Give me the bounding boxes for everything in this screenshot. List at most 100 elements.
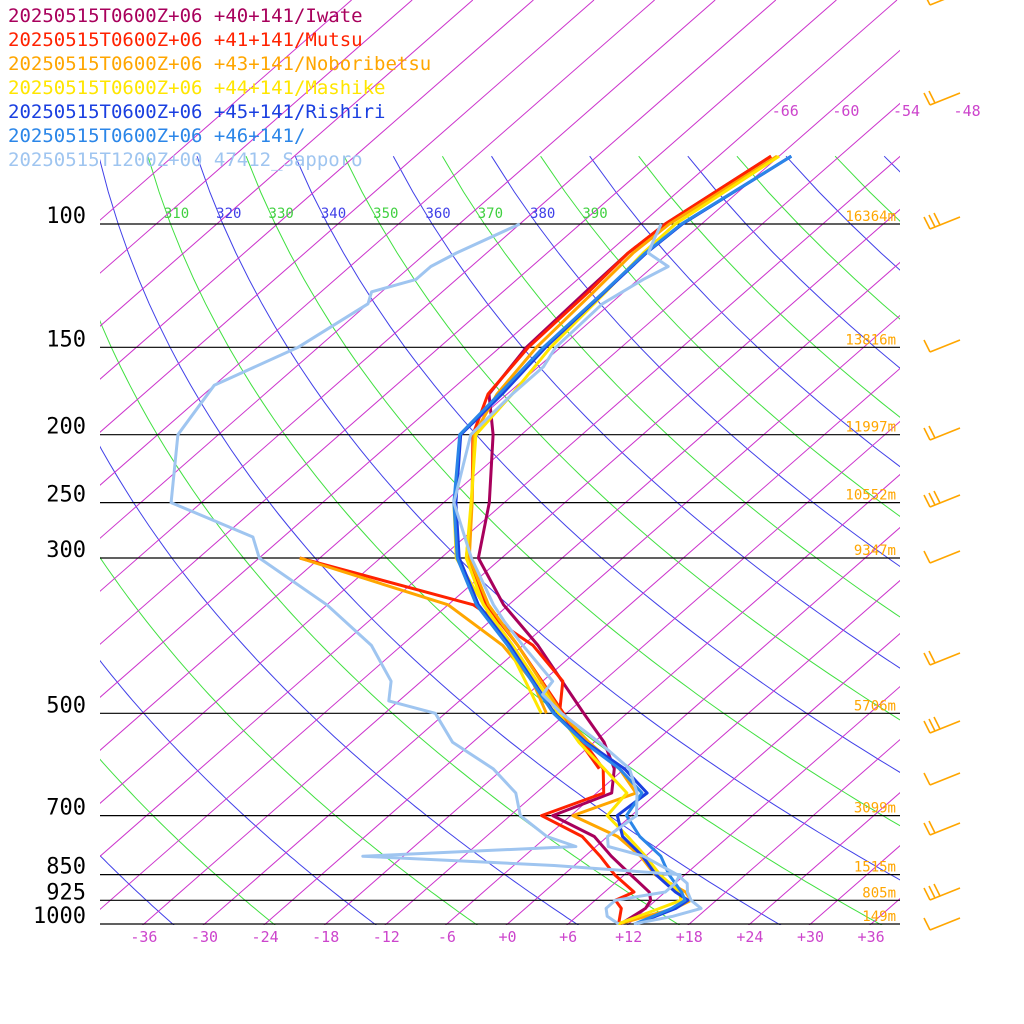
legend-entry: 20250515T0600Z+06 +41+141/Mutsu <box>8 29 363 51</box>
dry-adiabat-410 <box>638 155 900 418</box>
series-5-temperature-line <box>452 154 793 925</box>
series-1-temperature-line <box>464 154 772 925</box>
theta-label: 320 <box>216 206 241 222</box>
dry-adiabat-250 <box>100 758 276 925</box>
isotherm-line <box>869 898 900 925</box>
dry-adiabat-380 <box>491 155 900 568</box>
temp-tick-label: +12 <box>615 928 642 946</box>
dry-adiabat-320 <box>196 156 900 881</box>
temp-tick-label: -30 <box>191 928 218 946</box>
isotherm-line <box>100 0 474 327</box>
series-2-temperature-line <box>467 154 778 925</box>
dry-adiabat-340 <box>294 155 900 773</box>
isotherm-line <box>444 526 900 925</box>
wind-barb-icon <box>923 212 961 230</box>
theta-label: 330 <box>269 206 294 222</box>
series-6-temperature-line <box>452 223 703 925</box>
theta-label: 310 <box>164 206 189 222</box>
dry-adiabat-300 <box>100 158 782 925</box>
isotherm-line <box>100 0 777 592</box>
height-label-250: 10552m <box>845 488 896 504</box>
isotherm-label: -48 <box>954 102 981 120</box>
isotherm-line <box>100 208 900 911</box>
dry-adiabat-440 <box>785 155 900 271</box>
height-label-200: 11997m <box>845 420 896 436</box>
isotherm-line <box>100 0 898 698</box>
height-label-500: 5706m <box>854 698 896 714</box>
dry-adiabat-280 <box>100 445 580 925</box>
wind-barb-icon <box>923 883 961 901</box>
isotherm-label: -60 <box>832 102 859 120</box>
dry-adiabat-330 <box>245 156 900 827</box>
isotherm-line <box>100 0 595 433</box>
pressure-label-500: 500 <box>46 693 86 718</box>
theta-label: 380 <box>530 206 555 222</box>
dry-adiabat-240 <box>100 854 175 925</box>
legend-entry: 20250515T0600Z+06 +45+141/Rishiri <box>8 101 386 123</box>
dry-adiabat-260 <box>100 659 377 925</box>
pressure-label-700: 700 <box>46 796 86 821</box>
temp-tick-label: +36 <box>858 928 885 946</box>
temp-tick-label: +24 <box>736 928 763 946</box>
series-2-dewpoint-line <box>299 556 548 714</box>
dry-adiabat-390 <box>540 155 900 517</box>
temp-tick-label: -12 <box>373 928 400 946</box>
wind-barb-icon <box>923 90 961 106</box>
isotherm-line <box>100 0 655 486</box>
temp-tick-label: -36 <box>130 928 157 946</box>
isotherm-line <box>100 0 534 380</box>
temp-tick-label: +30 <box>797 928 824 946</box>
wind-barb-icon <box>923 716 961 734</box>
legend-entry: 20250515T0600Z+06 +43+141/Noboribetsu <box>8 53 432 75</box>
wind-barb-icon <box>923 550 961 564</box>
isotherm-line <box>100 102 900 804</box>
series-3-temperature-line <box>464 154 780 925</box>
temp-tick-label: +18 <box>676 928 703 946</box>
theta-label: 360 <box>425 206 450 222</box>
isotherm-line <box>323 420 900 925</box>
legend-entry: 20250515T0600Z+06 +40+141/Iwate <box>8 5 363 27</box>
series-0-temperature-line <box>476 154 772 925</box>
legend: 20250515T0600Z+06 +40+141/Iwate 20250515T… <box>8 4 708 174</box>
isotherm-line <box>263 367 900 925</box>
isotherm-line <box>100 155 900 858</box>
temp-tick-label: +0 <box>498 928 516 946</box>
wind-barb-icon <box>923 490 961 508</box>
isotherm-line <box>566 632 900 925</box>
isotherm-label: -54 <box>893 102 920 120</box>
pressure-label-150: 150 <box>46 327 86 352</box>
isotherm-line <box>141 261 900 925</box>
theta-label: 370 <box>478 206 503 222</box>
wind-barb-icon <box>923 917 961 931</box>
theta-label: 390 <box>582 206 607 222</box>
dry-adiabat-350 <box>343 155 900 721</box>
isotherm-line <box>100 49 900 751</box>
height-label-700: 3099m <box>854 801 896 817</box>
temp-tick-label: -18 <box>312 928 339 946</box>
legend-entry: 20250515T1200Z+00 47412_Sapporo <box>8 149 363 171</box>
pressure-label-1000: 1000 <box>33 904 86 929</box>
isotherm-line <box>747 791 900 925</box>
temp-tick-label: -6 <box>438 928 456 946</box>
isotherm-line <box>687 738 900 925</box>
legend-entry: 20250515T0600Z+06 +44+141/Mashike <box>8 77 386 99</box>
isotherm-line <box>100 0 716 539</box>
legend-entry: 20250515T0600Z+06 +46+141/ <box>8 125 306 147</box>
dry-adiabat-360 <box>392 155 900 669</box>
wind-barb-icon <box>926 0 945 6</box>
wind-barb-icon <box>923 650 961 666</box>
height-label-1000: 149m <box>862 909 896 925</box>
isotherm-line <box>100 0 413 274</box>
isotherm-line <box>626 685 900 925</box>
height-label-300: 9347m <box>854 543 896 559</box>
pressure-label-200: 200 <box>46 415 86 440</box>
wind-barb-icon <box>923 425 961 441</box>
isotherm-line <box>202 314 900 925</box>
pressure-label-925: 925 <box>46 880 86 905</box>
wind-barb-icon <box>923 772 961 786</box>
isotherm-line <box>384 473 900 925</box>
theta-label: 350 <box>373 206 398 222</box>
dry-adiabat-270 <box>100 556 479 925</box>
